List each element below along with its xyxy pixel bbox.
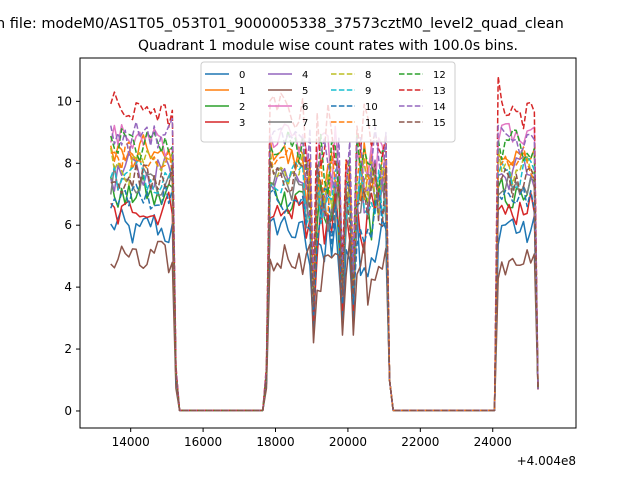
legend-label-5: 5 bbox=[302, 86, 308, 97]
legend-label-0: 0 bbox=[239, 70, 245, 81]
x-tick-label: 18000 bbox=[256, 435, 294, 449]
legend-label-6: 6 bbox=[302, 102, 308, 113]
y-tick-label: 10 bbox=[57, 94, 72, 108]
legend-label-7: 7 bbox=[302, 118, 308, 129]
legend-label-11: 11 bbox=[365, 118, 378, 129]
legend-label-8: 8 bbox=[365, 70, 371, 81]
y-tick-label: 6 bbox=[64, 218, 72, 232]
x-tick-label: 16000 bbox=[184, 435, 222, 449]
legend-label-9: 9 bbox=[365, 86, 371, 97]
legend-label-1: 1 bbox=[239, 86, 245, 97]
y-tick-label: 0 bbox=[64, 404, 72, 418]
y-tick-label: 2 bbox=[64, 342, 72, 356]
legend-label-15: 15 bbox=[433, 118, 446, 129]
legend-label-14: 14 bbox=[433, 102, 446, 113]
legend-frame bbox=[200, 61, 456, 143]
legend-label-10: 10 bbox=[365, 102, 378, 113]
x-tick-label: 20000 bbox=[329, 435, 367, 449]
x-axis: 14000 16000 18000 20000 22000 24000 bbox=[112, 428, 512, 449]
legend-label-2: 2 bbox=[239, 102, 245, 113]
legend-label-13: 13 bbox=[433, 86, 446, 97]
y-axis: 0 2 4 6 8 10 bbox=[57, 94, 80, 418]
x-tick-label: 24000 bbox=[474, 435, 512, 449]
series-line-15 bbox=[110, 160, 539, 412]
x-axis-offset-label: +4.004e8 bbox=[517, 454, 576, 468]
y-tick-label: 4 bbox=[64, 280, 72, 294]
figure-suptitle: n file: modeM0/AS1T05_053T01_9000005338_… bbox=[0, 16, 564, 32]
x-tick-label: 22000 bbox=[401, 435, 439, 449]
plot-area bbox=[79, 57, 577, 429]
y-tick-label: 8 bbox=[64, 156, 72, 170]
legend-label-3: 3 bbox=[239, 118, 245, 129]
series-layer bbox=[110, 75, 539, 412]
legend-label-4: 4 bbox=[302, 70, 308, 81]
x-tick-label: 14000 bbox=[112, 435, 150, 449]
chart-title: Quadrant 1 module wise count rates with … bbox=[138, 38, 518, 54]
legend-label-12: 12 bbox=[433, 70, 446, 81]
plot-frame bbox=[79, 57, 577, 429]
